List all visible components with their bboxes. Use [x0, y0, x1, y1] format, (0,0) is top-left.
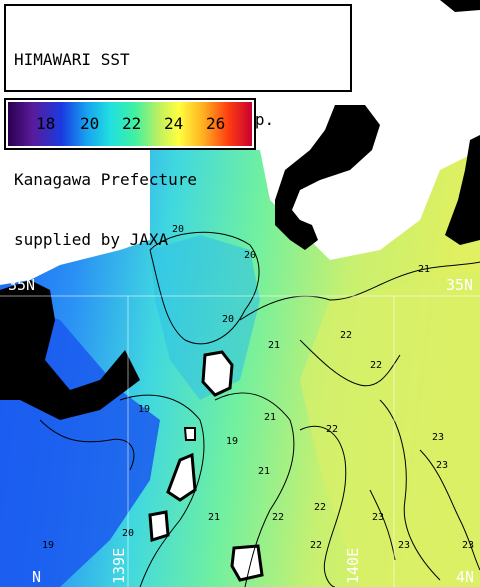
- contour-label: 22: [314, 502, 326, 513]
- lat-label-right: 35N: [446, 276, 473, 294]
- island-miyake: [230, 544, 264, 582]
- lat-label-left: 35N: [8, 276, 35, 294]
- no-data-left: [0, 150, 150, 285]
- contour-label: 20: [172, 224, 184, 235]
- contour-label: 23: [372, 512, 384, 523]
- contour-label: 21: [208, 512, 220, 523]
- legend-tick-18: 18: [36, 114, 56, 133]
- contour-label: 22: [326, 424, 338, 435]
- title-line-region: Kanagawa Prefecture: [14, 170, 198, 189]
- warm-water-east: [300, 270, 480, 587]
- legend-tick-20: 20: [80, 114, 100, 133]
- contour-label: 22: [272, 512, 284, 523]
- legend-tick-26: 26: [206, 114, 226, 133]
- title-line-credit: supplied by JAXA: [14, 230, 169, 249]
- contour-label: 21: [418, 264, 430, 275]
- land-izu-west: [0, 280, 140, 420]
- isotherm-lines: [39, 231, 480, 587]
- island-small-2: [166, 452, 197, 502]
- contour-label: 22: [340, 330, 352, 341]
- contour-label: 20: [122, 528, 134, 539]
- contour-label: 20: [244, 250, 256, 261]
- color-scale-legend: 18 20 22 24 26: [4, 98, 256, 150]
- color-scale-bar: [8, 102, 252, 146]
- contour-label: 23: [398, 540, 410, 551]
- cool-water-bay: [150, 235, 260, 400]
- land-miura-izu-north: [275, 105, 380, 250]
- contour-label: 19: [138, 404, 150, 415]
- legend-tick-22: 22: [122, 114, 142, 133]
- contour-label: 21: [258, 466, 270, 477]
- lon-label-140: 140E: [344, 548, 362, 584]
- contour-label: 19: [226, 436, 238, 447]
- contour-label: 22: [310, 540, 322, 551]
- legend-tick-24: 24: [164, 114, 184, 133]
- graticule: [0, 295, 480, 587]
- edge-label-bottom-left: N: [32, 568, 41, 586]
- lon-label-139: 139E: [110, 548, 128, 584]
- island-small-3: [148, 510, 170, 542]
- land-boso: [445, 135, 480, 245]
- isotherm-labels: 20 20 21 22 21 21 20 19 20 21 22 22 23 2…: [42, 224, 474, 551]
- contour-label: 20: [222, 314, 234, 325]
- contour-label: 22: [370, 360, 382, 371]
- island-small-1: [183, 427, 196, 441]
- land-top-right: [440, 0, 480, 12]
- edge-label-bottom-right: 4N: [456, 568, 474, 586]
- title-line-product: HIMAWARI SST: [14, 50, 130, 69]
- contour-label: 23: [432, 432, 444, 443]
- contour-label: 23: [462, 540, 474, 551]
- island-oshima: [201, 350, 234, 397]
- contour-label: 19: [42, 540, 54, 551]
- contour-label: 21: [264, 412, 276, 423]
- contour-label: 21: [268, 340, 280, 351]
- contour-label: 23: [436, 460, 448, 471]
- map-title-box: HIMAWARI SST 2025/11/25 17(UTC) 3H Comp.…: [4, 4, 352, 249]
